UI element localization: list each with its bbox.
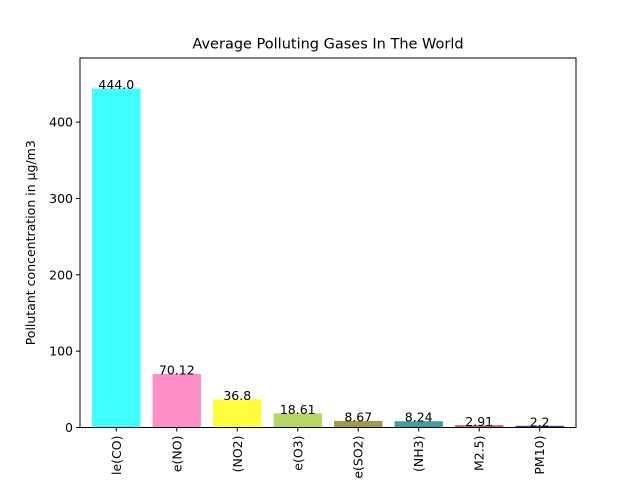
bar-6 [455, 425, 504, 428]
x-tick-label-7: PM10) [532, 436, 547, 475]
chart-title: Average Polluting Gases In The World [192, 37, 463, 53]
y-axis-label: Pollutant concentration in µg/m3 [23, 140, 38, 345]
bars-group [92, 88, 564, 428]
x-axis-ticks: le(CO) e(NO) (NO2) e(O3) e(SO2) (NH3) M2.5) PM1… [109, 427, 547, 479]
x-tick-label-5: (NH3) [411, 436, 426, 472]
value-label-5: 8.24 [405, 410, 433, 425]
x-tick-label-4: e(SO2) [351, 436, 366, 479]
bar-2 [213, 399, 262, 428]
bar-7 [515, 425, 564, 428]
bar-1 [152, 373, 201, 428]
x-tick-label-2: (NO2) [230, 436, 245, 473]
y-tick-label-1: 100 [49, 344, 73, 359]
value-label-7: 2.2 [530, 414, 550, 429]
bar-0 [92, 88, 141, 428]
x-tick-label-6: M2.5) [472, 436, 487, 472]
value-label-6: 2.91 [465, 414, 493, 429]
y-tick-label-0: 0 [65, 420, 73, 435]
value-label-2: 36.8 [223, 388, 251, 403]
plot-area-frame [79, 57, 577, 428]
bar-4 [334, 420, 383, 428]
value-label-3: 18.61 [280, 402, 316, 417]
x-tick-label-3: e(O3) [290, 436, 305, 471]
y-tick-label-2: 200 [49, 267, 73, 282]
y-tick-label-4: 400 [49, 115, 73, 130]
value-labels-group: 444.0 70.12 36.8 18.61 8.67 8.24 2.91 2.2 [98, 77, 549, 429]
value-label-0: 444.0 [98, 77, 134, 92]
bar-5 [394, 421, 443, 428]
value-label-1: 70.12 [159, 362, 195, 377]
y-axis-ticks: 0 100 200 300 400 [49, 115, 80, 435]
x-tick-label-1: e(NO) [169, 436, 184, 473]
x-tick-label-0: le(CO) [109, 436, 124, 475]
y-tick-label-3: 300 [49, 191, 73, 206]
value-label-4: 8.67 [344, 409, 372, 424]
bar-3 [273, 413, 322, 428]
